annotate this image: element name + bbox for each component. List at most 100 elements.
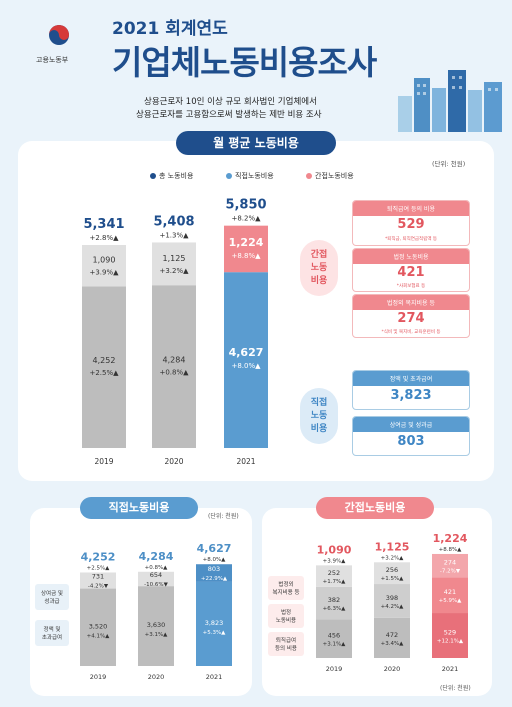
indirect-label-legal-2019: 382 — [328, 596, 340, 604]
direct-stacked-bar-chart: 3,520 +4.1%▲ 731 -4.2%▼ 4,252 +2.5%▲ 2019 3,630… — [80, 542, 232, 681]
retirement-cost-box: 퇴직급여 등의 비용 529 *퇴직금, 퇴직연금적립액 등 — [352, 200, 470, 246]
direct-change-bonus-2019: -4.2%▼ — [88, 584, 109, 590]
indirect-tick-2020: 2020 — [384, 665, 401, 673]
change-indirect-2020: +3.2%▲ — [159, 267, 189, 275]
direct-bar-bonus-2021 — [196, 564, 232, 582]
direct-label-total-2019: 4,252 — [81, 550, 116, 563]
direct-label-bonus-2021: 803 — [208, 565, 220, 573]
legend-dot-indirect — [306, 173, 312, 179]
indirect-bar-legal-2020 — [374, 584, 410, 618]
change-total-2020: +1.3%▲ — [159, 231, 189, 239]
main-unit: (단위: 천원) — [432, 160, 466, 168]
indirect-change-legal-2019: +6.3%▲ — [323, 606, 347, 612]
base-pay-label: 정액 및 초과급여 — [353, 371, 469, 386]
indirect-label-retire-2020: 472 — [386, 631, 398, 639]
indirect-label-retire-2021: 529 — [444, 629, 456, 637]
change-direct-2019: +2.5%▲ — [89, 369, 119, 377]
label-indirect-2021: 1,224 — [229, 236, 264, 249]
change-direct-2021: +8.0%▲ — [231, 362, 261, 370]
retirement-cost-note: *퇴직금, 퇴직연금적립액 등 — [384, 237, 438, 242]
indirect-side-label-line-3: 비용 — [310, 276, 328, 286]
direct-label-base-2019: 3,520 — [89, 622, 108, 630]
legal-cost-value: 421 — [397, 265, 425, 280]
indirect-change-total-2020: +3.2%▲ — [381, 555, 405, 561]
direct-bar-base-2019 — [80, 588, 116, 666]
bonus-value: 803 — [397, 434, 425, 449]
indirect-bar-welfare-2021 — [432, 553, 468, 578]
indirect-panel-unit: (단위: 천원) — [440, 685, 471, 692]
indirect-label-welfare-2020: 256 — [386, 566, 398, 574]
bar-indirect-2020 — [152, 242, 196, 286]
direct-label-total-2020: 4,284 — [139, 550, 174, 563]
label-total-2021: 5,850 — [225, 198, 266, 213]
direct-change-base-2019: +4.1%▲ — [87, 633, 111, 639]
label-direct-2020: 4,284 — [163, 356, 186, 365]
direct-label-bonus-2019: 731 — [92, 573, 104, 581]
indirect-row-label-retire-line-2: 등의 비용 — [275, 646, 297, 652]
indirect-row-label-legal: 법정 노동비용 — [268, 604, 304, 628]
legend-label-indirect: 간접노동비용 — [315, 172, 354, 180]
direct-bar-bonus-2020 — [138, 571, 174, 587]
year-title: 2021 회계연도 — [112, 19, 228, 39]
welfare-cost-box: 법정외 복지비용 등 274 *식비 및 복지비, 교육훈련비 등 — [352, 294, 470, 338]
direct-tick-2021: 2021 — [206, 673, 223, 681]
indirect-row-label-welfare-line-2: 복지비용 등 — [272, 590, 300, 596]
direct-side-label-line-3: 비용 — [310, 424, 328, 434]
bonus-box: 상여금 및 성과급 803 — [352, 416, 470, 456]
indirect-label-total-2020: 1,125 — [375, 540, 410, 553]
direct-bar-base-2020 — [138, 586, 174, 666]
direct-label-bonus-2020: 654 — [150, 571, 162, 579]
indirect-bar-legal-2021 — [432, 577, 468, 614]
direct-label-base-2020: 3,630 — [147, 621, 166, 629]
indirect-label-total-2021: 1,224 — [433, 532, 468, 545]
legend-dot-total — [150, 173, 156, 179]
direct-bar-bonus-2019 — [80, 572, 116, 589]
direct-change-total-2021: +8.0%▲ — [203, 557, 227, 563]
indirect-change-total-2019: +3.9%▲ — [323, 558, 347, 564]
indirect-row-label-retire-line-1: 퇴직급여 — [275, 638, 297, 644]
indirect-bar-retire-2020 — [374, 617, 410, 658]
indirect-change-retire-2019: +3.1%▲ — [323, 642, 347, 648]
indirect-side-label-line-2: 노동 — [310, 263, 328, 273]
indirect-side-label-line-1: 간접 — [310, 250, 328, 260]
indirect-change-legal-2020: +4.2%▲ — [381, 604, 405, 610]
tick-year-2021: 2021 — [236, 457, 255, 466]
indirect-label-legal-2020: 398 — [386, 594, 398, 602]
main-section-title: 월 평균 노동비용 — [176, 131, 336, 155]
indirect-change-total-2021: +8.8%▲ — [439, 547, 463, 553]
direct-bar-base-2021 — [196, 581, 232, 666]
tick-year-2019: 2019 — [94, 457, 113, 466]
change-total-2019: +2.8%▲ — [89, 234, 119, 242]
direct-label-total-2021: 4,627 — [197, 542, 232, 555]
main-stacked-bar-chart: 4,252 +2.5%▲ 1,090 +3.9%▲ 5,341 +2.8%▲ 2019 4,2… — [82, 198, 268, 466]
indirect-label-welfare-2021: 274 — [444, 559, 456, 567]
direct-side-label: 직접 노동 비용 — [300, 388, 338, 444]
subtitle-line-1: 상용근로자 10인 이상 규모 회사법인 기업체에서 — [144, 97, 317, 107]
indirect-tick-2021: 2021 — [442, 665, 459, 673]
direct-change-bonus-2021: +22.9%▲ — [201, 576, 228, 582]
indirect-side-label: 간접 노동 비용 — [300, 240, 338, 296]
indirect-label-retire-2019: 456 — [328, 632, 340, 640]
change-direct-2020: +0.8%▲ — [159, 369, 189, 377]
indirect-change-welfare-2019: +1.7%▲ — [323, 579, 347, 585]
direct-row-label-bonus-line-2: 성과급 — [44, 599, 60, 605]
indirect-row-label-legal-line-1: 법정 — [280, 610, 292, 616]
direct-row-label-base-line-2: 초과급여 — [41, 635, 63, 641]
direct-row-label-base-line-1: 정액 및 — [43, 627, 61, 633]
direct-tick-2019: 2019 — [90, 673, 107, 681]
bar-direct-2020 — [152, 285, 196, 448]
indirect-row-label-legal-line-2: 노동비용 — [275, 618, 297, 624]
indirect-bar-welfare-2019 — [316, 565, 352, 587]
bar-indirect-2021 — [224, 225, 268, 273]
legal-cost-label: 법정 노동비용 — [353, 249, 469, 264]
retirement-cost-label: 퇴직급여 등의 비용 — [353, 201, 469, 216]
direct-side-label-line-1: 직접 — [310, 398, 328, 408]
indirect-row-label-welfare: 법정외 복지비용 등 — [268, 576, 304, 600]
direct-change-total-2020: +0.8%▲ — [145, 565, 169, 571]
welfare-cost-value: 274 — [397, 311, 425, 326]
direct-row-label-bonus: 상여금 및 성과급 — [35, 584, 69, 610]
direct-tick-2020: 2020 — [148, 673, 165, 681]
change-indirect-2021: +8.8%▲ — [231, 252, 261, 260]
main-title: 기업체노동비용조사 — [112, 43, 377, 82]
indirect-label-welfare-2019: 252 — [328, 569, 340, 577]
